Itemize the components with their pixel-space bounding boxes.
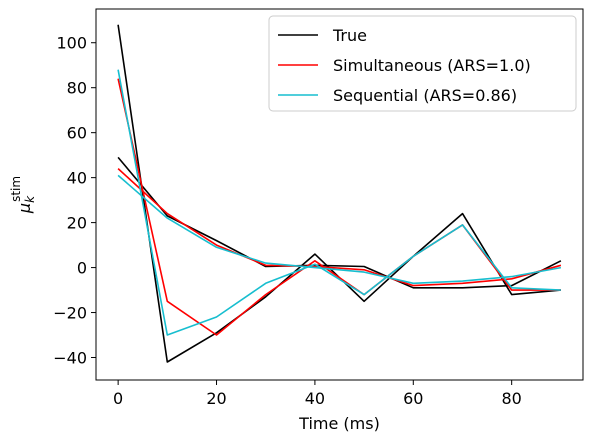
- y-tick-label: 0: [77, 259, 87, 278]
- y-axis-label: μkstim: [9, 176, 37, 214]
- y-axis-label-symbol: μ: [15, 203, 34, 214]
- axes-frame: [95, 8, 584, 381]
- plot-lines: [117, 24, 562, 363]
- x-axis-label: Time (ms): [298, 414, 380, 433]
- y-tick-label: −20: [53, 304, 87, 323]
- series-line-2-1: [117, 78, 561, 336]
- y-tick-label: −40: [53, 349, 87, 368]
- y-tick-label: 40: [67, 169, 87, 188]
- series-line-3-2: [117, 174, 562, 285]
- series-line-1-2: [117, 156, 562, 289]
- x-tick-label: 20: [206, 389, 226, 408]
- x-tick-label: 80: [501, 389, 521, 408]
- x-tick-label: 0: [113, 389, 123, 408]
- y-tick-label: 100: [56, 34, 87, 53]
- y-axis-label-subscript: k: [23, 195, 37, 203]
- y-axis-label-superscript: stim: [9, 176, 23, 202]
- legend-label-2: Simultaneous (ARS=1.0): [333, 56, 531, 75]
- legend-label-1: True: [332, 26, 367, 45]
- legend: True Simultaneous (ARS=1.0) Sequential (AR…: [268, 15, 577, 112]
- y-axis-ticks: −40 −20 0 20 40 60 80 100: [53, 34, 96, 368]
- x-tick-label: 40: [305, 389, 325, 408]
- x-tick-label: 60: [403, 389, 423, 408]
- y-tick-label: 80: [67, 79, 87, 98]
- series-line-3-1: [117, 69, 561, 336]
- legend-label-3: Sequential (ARS=0.86): [333, 86, 517, 105]
- y-tick-label: 20: [67, 214, 87, 233]
- legend-box: [268, 15, 577, 112]
- y-tick-label: 60: [67, 124, 87, 143]
- x-axis-ticks: 0 20 40 60 80: [113, 380, 522, 408]
- series-line-2-2: [117, 168, 562, 287]
